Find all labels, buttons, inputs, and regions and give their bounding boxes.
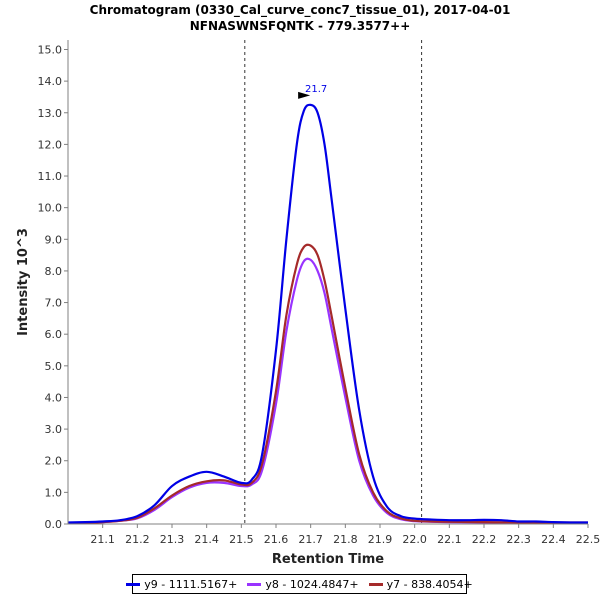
x-tick-label: 22.4 [541,533,566,546]
x-tick-label: 22.5 [576,533,600,546]
peak-boundaries [244,40,423,524]
x-tick-label: 22.1 [437,533,462,546]
series-line-y7 [67,243,588,525]
x-tick-label: 21.1 [90,533,115,546]
y-tick-label: 0.0 [45,518,63,531]
axes [67,40,588,525]
chart-subtitle: NFNASWNSFQNTK - 779.3577++ [190,19,411,33]
legend-item-y9: y9 - 1111.5167+ [126,578,237,591]
series-layer [67,103,589,525]
y-tick-label: 10.0 [38,202,63,215]
legend-label-y8: y8 - 1024.4847+ [265,577,359,591]
legend-item-y8: y8 - 1024.4847+ [247,577,359,591]
x-tick-label: 22.3 [506,533,531,546]
legend-item-y7: y7 - 838.4054+ [368,577,473,591]
y-tick-label: 6.0 [45,328,63,341]
legend-label-y7: y7 - 838.4054+ [386,577,473,591]
x-tick-label: 21.4 [194,533,219,546]
y-tick-label: 13.0 [38,107,63,120]
x-ticks: 21.1 21.2 21.3 21.4 21.5 21.6 21.7 21.8 21.9 22.0… [90,524,600,546]
peak-marker-icon [298,91,311,99]
series-line-y9 [67,103,589,524]
peak-annotation: 21.7 [298,84,327,99]
y-tick-label: 5.0 [45,360,63,373]
y-tick-label: 1.0 [45,486,63,499]
y-tick-label: 11.0 [38,170,63,183]
y-tick-label: 7.0 [45,297,63,310]
peak-label: 21.7 [305,84,327,95]
x-tick-label: 21.6 [264,533,289,546]
x-tick-label: 21.9 [368,533,393,546]
y-axis-label: Intensity 10^3 [16,228,31,336]
legend-swatch-y8 [247,582,262,586]
y-tick-label: 3.0 [45,423,63,436]
legend-swatch-y7 [368,582,383,586]
y-tick-label: 12.0 [38,138,63,151]
legend-label-y9: y9 - 1111.5167+ [144,577,238,591]
legend-swatch-y9 [126,582,141,586]
y-tick-label: 8.0 [45,265,63,278]
plot-area [68,40,588,524]
chart-title: Chromatogram (0330_Cal_curve_conc7_tissu… [90,3,511,18]
x-tick-label: 21.5 [229,533,254,546]
y-tick-label: 9.0 [45,233,63,246]
x-tick-label: 21.8 [333,533,358,546]
y-tick-label: 4.0 [45,391,63,404]
x-tick-label: 21.3 [160,533,185,546]
x-tick-label: 22.2 [472,533,497,546]
y-ticks: 0.0 1.0 2.0 3.0 4.0 5.0 6.0 7.0 8.0 9.0 10.0 11.0 12… [38,43,68,531]
y-tick-label: 2.0 [45,455,63,468]
x-axis-label: Retention Time [272,552,384,567]
x-tick-label: 21.7 [298,533,323,546]
y-tick-label: 15.0 [38,43,63,56]
x-tick-label: 21.2 [125,533,150,546]
x-tick-label: 22.0 [402,533,427,546]
y-tick-label: 14.0 [38,75,63,88]
legend: y9 - 1111.5167+ y8 - 1024.4847+ y7 - 838… [126,574,473,594]
